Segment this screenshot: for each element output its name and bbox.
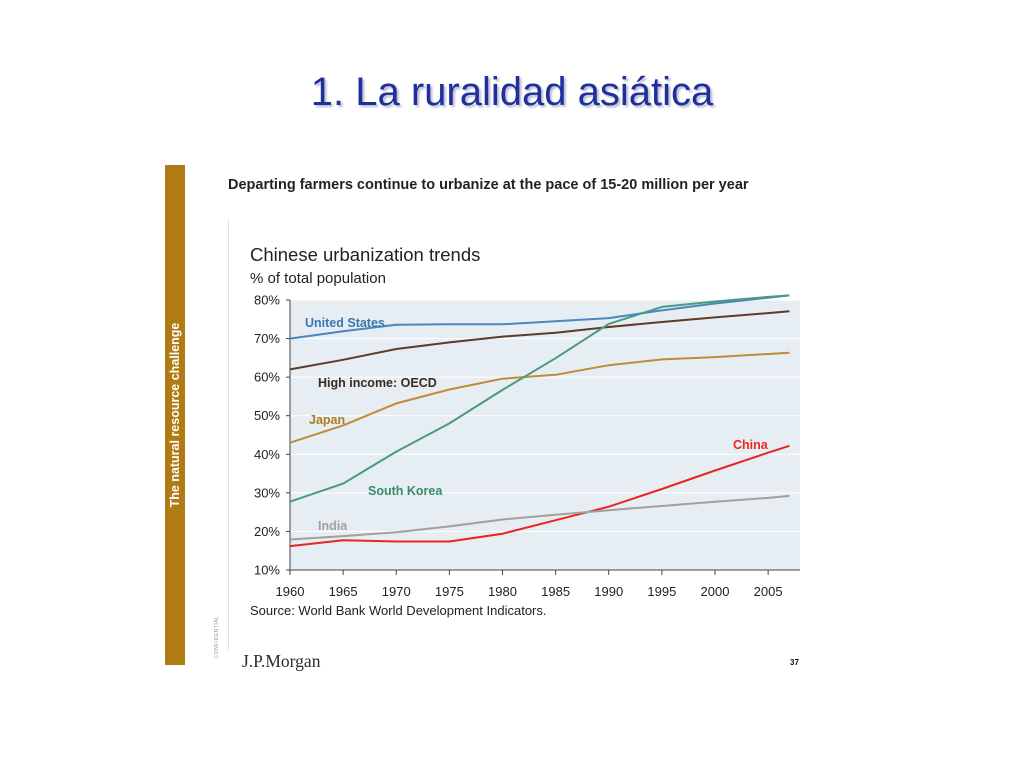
y-tick-label: 80% — [254, 293, 280, 308]
x-tick-label: 1970 — [382, 584, 411, 599]
series-line-south-korea — [289, 294, 790, 503]
series-label-japan: Japan — [309, 413, 345, 427]
y-tick-label: 30% — [254, 485, 280, 500]
chart-subtitle: % of total population — [250, 270, 386, 287]
x-tick-label: 1960 — [276, 584, 305, 599]
x-tick-label: 2005 — [754, 584, 783, 599]
series-line-united-states — [289, 294, 790, 340]
series-label-high-income-oecd: High income: OECD — [318, 376, 437, 390]
y-tick-label: 10% — [254, 563, 280, 578]
plot-area — [290, 300, 800, 570]
x-tick-label: 1975 — [435, 584, 464, 599]
series-line-india — [289, 494, 790, 541]
y-tick-label: 60% — [254, 370, 280, 385]
slide-title: 1. La ruralidad asiática — [310, 70, 714, 114]
series-label-united-states: United States — [305, 316, 385, 330]
x-tick-label: 1965 — [329, 584, 358, 599]
series-label-south-korea: South Korea — [368, 484, 443, 498]
jpmorgan-logo: J.P.Morgan — [242, 651, 321, 671]
series-label-india: India — [318, 519, 348, 533]
sidebar-band — [165, 165, 185, 665]
y-tick-label: 50% — [254, 408, 280, 423]
x-tick-label: 1985 — [541, 584, 570, 599]
x-tick-label: 1990 — [594, 584, 623, 599]
series-line-high-income-oecd — [289, 310, 790, 371]
chart-title: Chinese urbanization trends — [250, 244, 481, 265]
y-tick-label: 20% — [254, 524, 280, 539]
x-tick-label: 1980 — [488, 584, 517, 599]
headline: Departing farmers continue to urbanize a… — [228, 177, 749, 193]
y-tick-label: 40% — [254, 447, 280, 462]
x-tick-label: 2000 — [701, 584, 730, 599]
page-number: 37 — [790, 658, 799, 667]
source-note: Source: World Bank World Development Ind… — [250, 603, 547, 618]
x-tick-label: 1995 — [647, 584, 676, 599]
series-line-china — [289, 444, 790, 548]
series-label-china: China — [733, 438, 769, 452]
y-tick-label: 70% — [254, 331, 280, 346]
series-line-japan — [289, 351, 790, 444]
